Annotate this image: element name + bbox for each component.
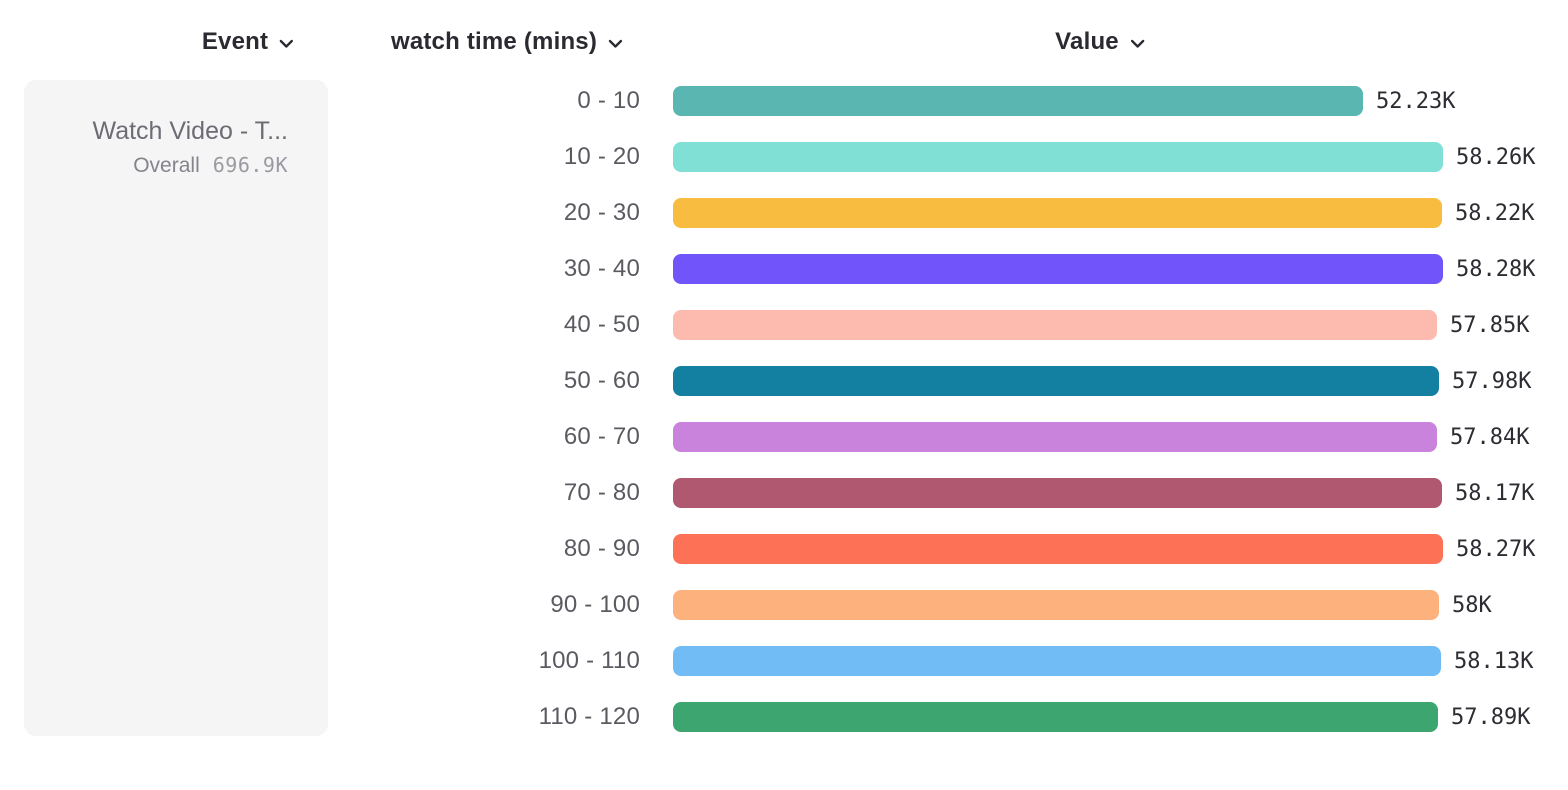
overall-label: Overall [133,154,200,177]
row-category-label: 10 - 20 [563,143,640,170]
row-category-label: 100 - 110 [538,647,640,674]
row-value-label: 57.84K [1450,424,1530,450]
bar-row: 110 - 120 57.89K [0,689,1568,745]
row-category-label: 90 - 100 [550,591,640,618]
row-value-label: 57.85K [1450,312,1530,338]
row-bar[interactable] [673,142,1443,172]
row-category-label: 20 - 30 [563,199,640,226]
bar-row: 20 - 30 58.22K [0,185,1568,241]
row-value-label: 58.13K [1454,648,1534,674]
row-category-label: 50 - 60 [563,367,640,394]
row-bar[interactable] [673,310,1437,340]
bar-row: 50 - 60 57.98K [0,353,1568,409]
row-bar[interactable] [673,198,1442,228]
row-bar[interactable] [673,86,1363,116]
bar-row: 80 - 90 58.27K [0,521,1568,577]
row-category-label: 30 - 40 [563,255,640,282]
row-category-label: 60 - 70 [563,423,640,450]
row-bar[interactable] [673,590,1439,620]
row-category-label: 70 - 80 [563,479,640,506]
row-category-label: 80 - 90 [563,535,640,562]
row-value-label: 58K [1452,592,1492,618]
row-category-label: 110 - 120 [538,703,640,730]
bar-chart-rows: 0 - 10 52.23K 10 - 20 58.26K 20 - 30 58.… [0,73,1568,745]
row-bar[interactable] [673,254,1443,284]
row-value-label: 52.23K [1376,88,1456,114]
chevron-down-icon [280,39,294,48]
row-value-label: 58.28K [1456,256,1536,282]
column-header-event[interactable]: Event [202,27,294,57]
row-bar[interactable] [673,478,1442,508]
chevron-down-icon [1130,39,1145,48]
row-value-label: 58.26K [1456,144,1536,170]
column-header-breakdown-label: watch time (mins) [390,28,598,55]
column-header-event-label: Event [201,28,269,55]
bar-row: 0 - 10 52.23K [0,73,1568,129]
bar-row: 90 - 100 58K [0,577,1568,633]
overall-row: Overall 696.9K [44,153,288,178]
row-value-label: 58.17K [1455,480,1535,506]
row-category-label: 40 - 50 [563,311,640,338]
row-bar[interactable] [673,366,1439,396]
row-bar[interactable] [673,422,1437,452]
chevron-down-icon [608,39,623,48]
bar-row: 10 - 20 58.26K [0,129,1568,185]
bar-row: 70 - 80 58.17K [0,465,1568,521]
row-bar[interactable] [673,702,1438,732]
row-value-label: 57.98K [1452,368,1532,394]
column-header-value-label: Value [1055,28,1119,55]
event-legend-card[interactable]: Watch Video - T... Overall 696.9K [24,80,328,736]
row-value-label: 58.27K [1456,536,1536,562]
row-bar[interactable] [673,534,1443,564]
bar-row: 40 - 50 57.85K [0,297,1568,353]
row-category-label: 0 - 10 [577,87,640,114]
column-header-value[interactable]: Value [1055,27,1145,57]
bar-row: 30 - 40 58.28K [0,241,1568,297]
row-bar[interactable] [673,646,1441,676]
bar-row: 60 - 70 57.84K [0,409,1568,465]
row-value-label: 57.89K [1451,704,1531,730]
event-title: Watch Video - T... [92,117,288,145]
row-value-label: 58.22K [1455,200,1535,226]
overall-value: 696.9K [212,153,288,177]
column-header-breakdown[interactable]: watch time (mins) [391,27,623,57]
bar-row: 100 - 110 58.13K [0,633,1568,689]
